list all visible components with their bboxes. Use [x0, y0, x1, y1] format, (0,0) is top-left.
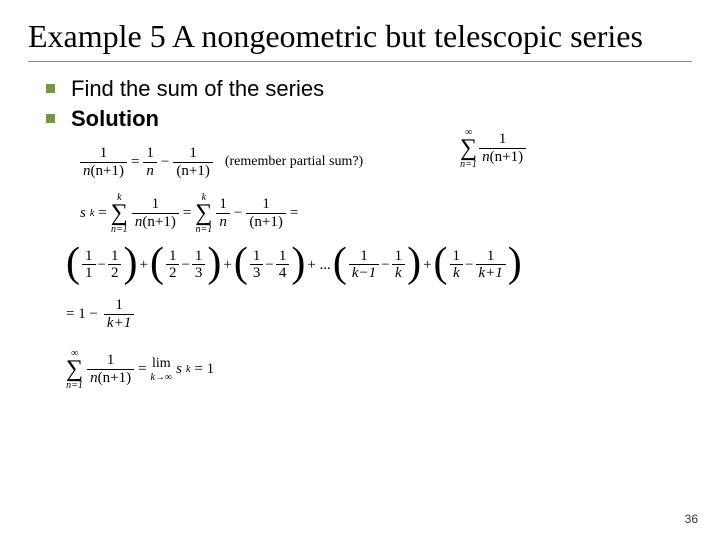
eq-line-5: ∞ ∑ n=1 1 n(n+1) = lim k→∞ sk = 1	[66, 349, 692, 391]
sigma-icon: k ∑ n=1	[195, 193, 212, 235]
eq1-t2: 1 (n+1)	[173, 146, 212, 179]
title-block: Example 5 A nongeometric but telescopic …	[28, 18, 692, 62]
eq-line-4: = 1 − 1 k+1	[66, 298, 692, 331]
eq1-t1: 1 n	[143, 146, 157, 179]
bullet-icon	[46, 114, 55, 123]
sigma-icon: ∞ ∑ n=1	[66, 349, 83, 391]
bullet-row: Find the sum of the series	[46, 76, 692, 102]
bullet-text-1: Find the sum of the series	[71, 76, 324, 102]
series-frac: 1 n(n+1)	[479, 132, 526, 165]
eq1-lhs: 1 n(n+1)	[80, 146, 127, 179]
eq-line-2: sk = k ∑ n=1 1 n(n+1) = k ∑ n=1 1 n −	[80, 193, 692, 235]
slide: Example 5 A nongeometric but telescopic …	[0, 0, 720, 540]
slide-title: Example 5 A nongeometric but telescopic …	[28, 18, 692, 55]
bullet-icon	[46, 84, 55, 93]
eq-line-1: 1 n(n+1) = 1 n − 1 (n+1) (remember parti…	[80, 146, 692, 391]
eq-line-3: ( 11 − 12 ) + ( 12 − 13 ) + ( 13 − 14 ) …	[66, 249, 692, 282]
eq1-note: (remember partial sum?)	[225, 154, 363, 170]
bullet-list: Find the sum of the series Solution	[46, 76, 692, 132]
sigma-icon: k ∑ n=1	[111, 193, 128, 235]
bullet-row: Solution	[46, 106, 692, 132]
sigma-icon: ∞ ∑ n=1	[460, 128, 477, 170]
page-number: 36	[685, 512, 698, 526]
series-sum-expr: ∞ ∑ n=1 1 n(n+1)	[460, 128, 526, 170]
bullet-text-2: Solution	[71, 106, 159, 132]
limit-expr: lim k→∞	[151, 356, 173, 383]
